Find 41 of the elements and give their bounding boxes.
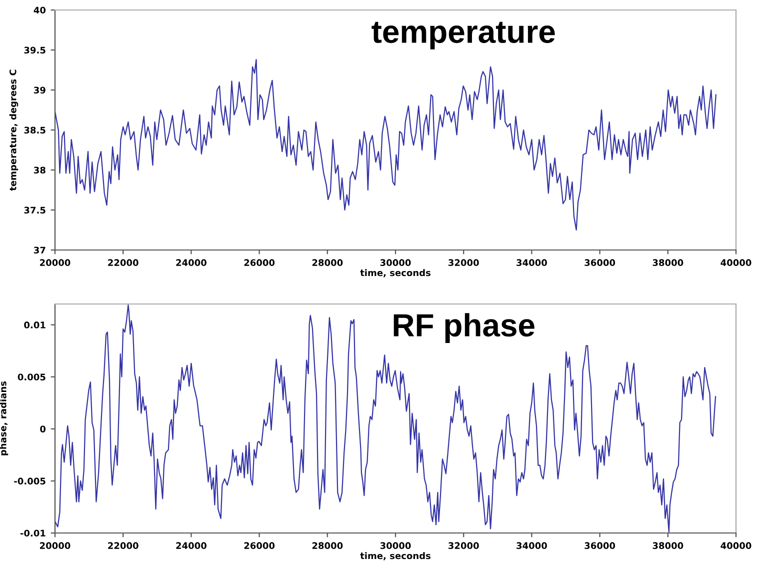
x-tick-label: 36000 xyxy=(584,542,616,550)
x-tick-label: 32000 xyxy=(448,542,479,550)
x-tick-label: 40000 xyxy=(720,542,752,550)
x-tick-label: 28000 xyxy=(312,542,343,550)
x-tick-label: 22000 xyxy=(108,542,138,550)
x-tick-label: 22000 xyxy=(108,259,138,266)
y-tick-label: 40 xyxy=(34,6,46,14)
y-tick-label: 39.5 xyxy=(24,46,46,54)
chart-title: RF phase xyxy=(394,313,534,343)
y-tick-label: 0.01 xyxy=(24,322,46,328)
x-tick-label: 26000 xyxy=(244,542,275,550)
y-tick-label: 38.5 xyxy=(24,126,46,134)
line-series xyxy=(55,59,716,231)
x-tick-label: 30000 xyxy=(380,259,411,266)
x-tick-label: 26000 xyxy=(244,259,275,266)
x-tick-label: 24000 xyxy=(176,542,206,550)
y-axis-title: temperature, degrees C xyxy=(9,70,18,191)
y-tick-label: -0.005 xyxy=(14,478,46,485)
y-tick-label: 37 xyxy=(34,246,46,254)
x-tick-label: 28000 xyxy=(312,259,343,266)
y-tick-label: 37.5 xyxy=(24,206,46,214)
y-tick-label: 39 xyxy=(34,86,46,94)
line-series xyxy=(55,304,716,533)
x-axis-title: time, seconds xyxy=(360,552,430,560)
chart-title: temperature xyxy=(372,22,555,50)
x-tick-label: 38000 xyxy=(652,542,684,550)
x-tick-label: 36000 xyxy=(584,259,616,266)
x-tick-label: 38000 xyxy=(652,259,684,266)
x-axis-title: time, seconds xyxy=(360,269,430,278)
x-tick-label: 34000 xyxy=(516,259,547,266)
x-tick-label: 20000 xyxy=(40,542,70,550)
y-tick-label: 38 xyxy=(34,166,46,174)
x-tick-label: 30000 xyxy=(380,542,411,550)
x-tick-label: 32000 xyxy=(448,259,479,266)
x-tick-label: 20000 xyxy=(40,259,70,266)
y-tick-label: 0.005 xyxy=(18,374,46,380)
y-tick-label: -0.01 xyxy=(20,530,46,537)
x-tick-label: 24000 xyxy=(176,259,206,266)
y-tick-label: 0 xyxy=(40,426,46,432)
x-tick-label: 34000 xyxy=(516,542,547,550)
x-tick-label: 40000 xyxy=(720,259,752,266)
